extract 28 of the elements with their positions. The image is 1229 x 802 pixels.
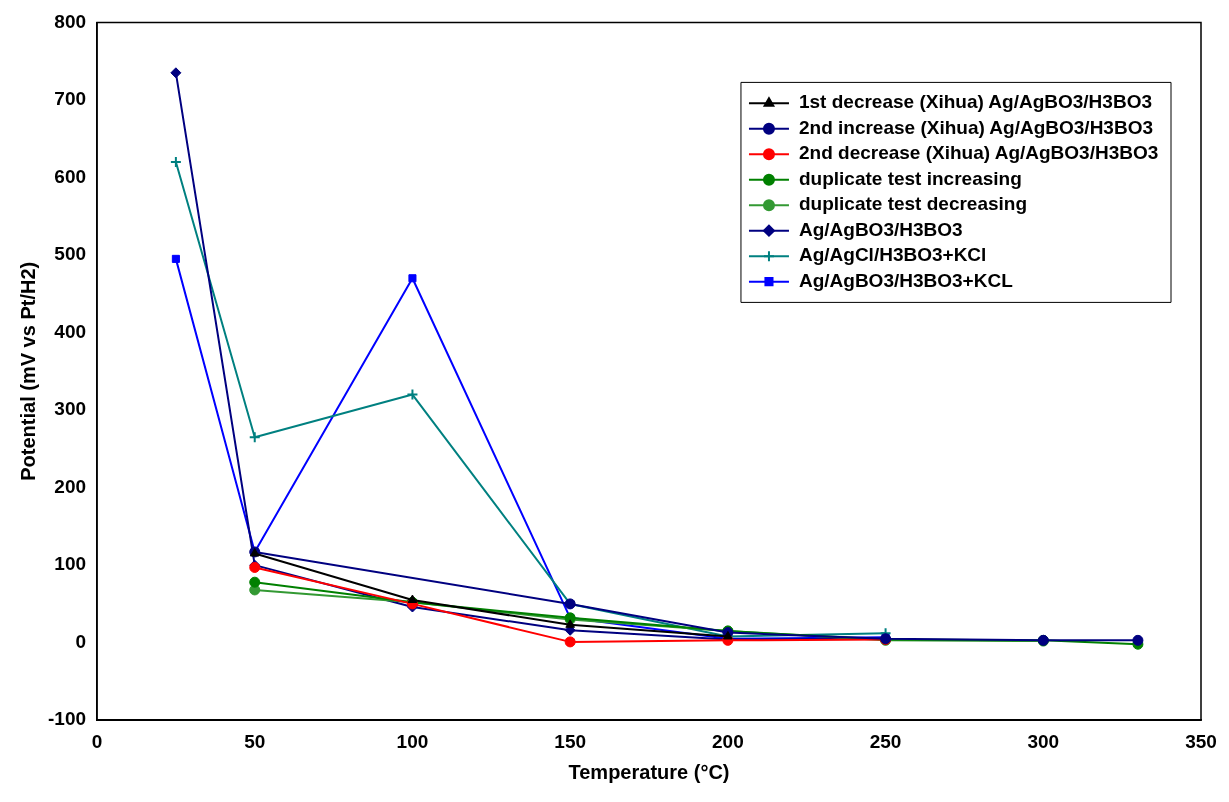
legend-label: 2nd decrease (Xihua) Ag/AgBO3/H3BO3: [798, 142, 1159, 164]
y-axis-title: Potential (mV vs Pt/H2): [16, 261, 39, 481]
x-tick-label: 350: [1185, 730, 1217, 752]
legend-label: Ag/AgBO3/H3BO3: [798, 218, 963, 240]
legend-label: 1st decrease (Xihua) Ag/AgBO3/H3BO3: [798, 91, 1152, 113]
y-tick-label: 600: [54, 165, 87, 187]
y-tick-label: 100: [54, 553, 87, 575]
legend-label: duplicate test decreasing: [798, 193, 1028, 215]
x-tick-label: 150: [554, 730, 587, 752]
y-tick-label: 800: [54, 10, 87, 32]
x-axis-title: Temperature (°C): [568, 760, 730, 783]
y-tick-label: 700: [54, 88, 87, 110]
legend-label: Ag/AgCl/H3BO3+KCl: [798, 244, 987, 266]
x-tick-label: 200: [712, 730, 744, 752]
y-tick-label: 400: [54, 320, 87, 342]
legend-label: duplicate test increasing: [798, 167, 1022, 189]
legend-label: 2nd increase (Xihua) Ag/AgBO3/H3BO3: [798, 116, 1154, 138]
x-tick-label: 250: [869, 730, 902, 752]
y-tick-label: 0: [75, 630, 87, 652]
x-tick-label: 50: [244, 730, 266, 752]
x-tick-label: 100: [396, 730, 429, 752]
y-tick-label: 200: [54, 475, 87, 497]
y-tick-label: -100: [48, 708, 87, 730]
y-tick-label: 300: [54, 398, 87, 420]
x-tick-label: 0: [91, 730, 103, 752]
x-tick-label: 300: [1027, 730, 1060, 752]
legend-label: Ag/AgBO3/H3BO3+KCL: [798, 269, 1014, 291]
y-tick-label: 500: [54, 243, 87, 265]
